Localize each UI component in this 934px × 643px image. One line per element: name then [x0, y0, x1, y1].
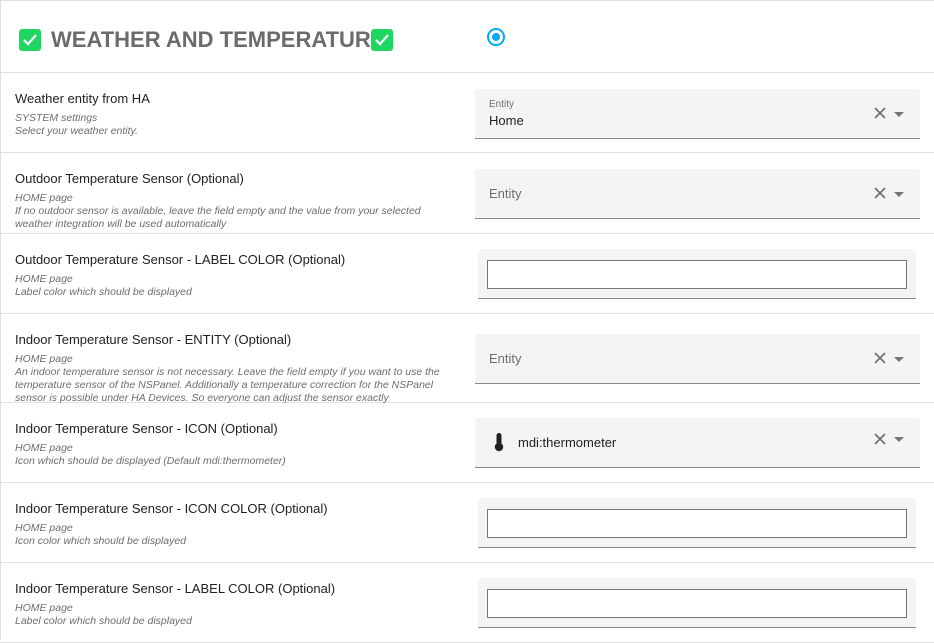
setting-row-weather-entity: Weather entity from HA SYSTEM settings Se… [0, 73, 934, 153]
setting-description: HOME page An indoor temperature sensor is… [15, 353, 460, 405]
color-input[interactable] [487, 260, 907, 289]
setting-label: Outdoor Temperature Sensor (Optional) [15, 171, 244, 186]
desc-line: Select your weather entity. [15, 125, 138, 137]
desc-line: HOME page [15, 353, 73, 365]
desc-line: temperature sensor of the NSPanel. Addit… [15, 379, 434, 391]
setting-description: HOME page Icon which should be displayed … [15, 442, 460, 468]
setting-row-indoor-label-color: Indoor Temperature Sensor - LABEL COLOR … [0, 563, 934, 643]
desc-line: weather integration will be used automat… [15, 218, 227, 230]
desc-line: An indoor temperature sensor is not nece… [15, 366, 440, 378]
setting-row-indoor-icon: Indoor Temperature Sensor - ICON (Option… [0, 403, 934, 483]
clear-icon[interactable] [873, 351, 887, 365]
thermometer-icon [494, 433, 504, 452]
clear-icon[interactable] [873, 186, 887, 200]
setting-description: SYSTEM settings Select your weather entit… [15, 112, 460, 138]
setting-label: Indoor Temperature Sensor - ICON (Option… [15, 421, 278, 436]
setting-description: HOME page Label color which should be dis… [15, 602, 460, 628]
desc-line: If no outdoor sensor is available, leave… [15, 205, 421, 217]
indoor-icon-picker[interactable]: mdi:thermometer [475, 418, 920, 468]
desc-line: Label color which should be displayed [15, 615, 192, 627]
field-value: mdi:thermometer [518, 435, 617, 450]
setting-description: HOME page If no outdoor sensor is availab… [15, 192, 460, 231]
clear-icon[interactable] [873, 432, 887, 446]
desc-line: HOME page [15, 522, 73, 534]
setting-row-indoor-icon-color: Indoor Temperature Sensor - ICON COLOR (… [0, 483, 934, 563]
section-title: WEATHER AND TEMPERATURE [51, 27, 386, 52]
setting-label: Indoor Temperature Sensor - ENTITY (Opti… [15, 332, 292, 347]
desc-line: Label color which should be displayed [15, 286, 192, 298]
field-placeholder: Entity [489, 186, 522, 201]
dropdown-arrow-icon[interactable] [894, 357, 904, 362]
weather-entity-picker[interactable]: Entity Home [475, 89, 920, 139]
setting-label: Outdoor Temperature Sensor - LABEL COLOR… [15, 252, 346, 267]
desc-line: Icon color which should be displayed [15, 535, 187, 547]
section-header: WEATHER AND TEMPERATURE [0, 0, 934, 73]
dropdown-arrow-icon[interactable] [894, 437, 904, 442]
desc-line: Icon which should be displayed (Default … [15, 455, 286, 467]
field-placeholder: Entity [489, 351, 522, 366]
dropdown-arrow-icon[interactable] [894, 192, 904, 197]
desc-line: HOME page [15, 273, 73, 285]
setting-row-indoor-entity: Indoor Temperature Sensor - ENTITY (Opti… [0, 314, 934, 405]
field-value: Home [489, 113, 524, 128]
check-icon [19, 29, 41, 51]
clear-icon[interactable] [873, 106, 887, 120]
indoor-label-color-field [478, 578, 916, 628]
outdoor-label-color-field [478, 249, 916, 299]
setting-row-outdoor-temp: Outdoor Temperature Sensor (Optional) HO… [0, 153, 934, 234]
setting-label: Indoor Temperature Sensor - LABEL COLOR … [15, 581, 336, 596]
setting-row-outdoor-label-color: Outdoor Temperature Sensor - LABEL COLOR… [0, 234, 934, 314]
indoor-temp-entity-picker[interactable]: Entity [475, 334, 920, 384]
color-input[interactable] [487, 589, 907, 618]
desc-line: sensor is possible under HA Devices. So … [15, 392, 389, 404]
color-input[interactable] [487, 509, 907, 538]
check-icon [371, 29, 393, 51]
desc-line: SYSTEM settings [15, 112, 98, 124]
section-radio[interactable] [487, 28, 505, 46]
desc-line: HOME page [15, 442, 73, 454]
desc-line: HOME page [15, 602, 73, 614]
setting-description: HOME page Label color which should be dis… [15, 273, 460, 299]
setting-description: HOME page Icon color which should be disp… [15, 522, 460, 548]
outdoor-temp-entity-picker[interactable]: Entity [475, 169, 920, 219]
desc-line: HOME page [15, 192, 73, 204]
setting-label: Weather entity from HA [15, 91, 150, 106]
setting-label: Indoor Temperature Sensor - ICON COLOR (… [15, 501, 328, 516]
field-label: Entity [489, 99, 515, 110]
indoor-icon-color-field [478, 498, 916, 548]
dropdown-arrow-icon[interactable] [894, 112, 904, 117]
